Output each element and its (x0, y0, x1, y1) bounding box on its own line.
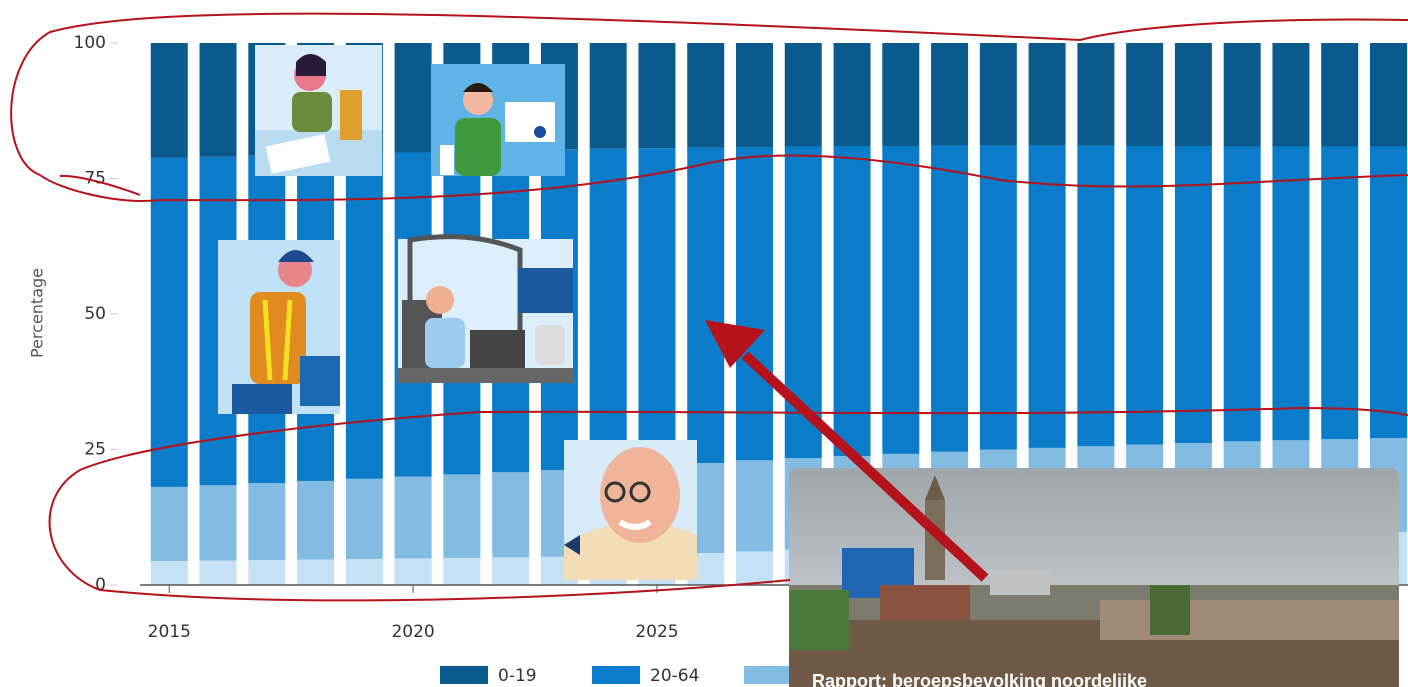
bar-segment (199, 485, 237, 561)
y-tick-label: 75 (84, 169, 106, 189)
overlays: Rapport: beroepsbevolking noordelijke (10, 12, 1408, 687)
bar-segment (394, 476, 432, 559)
bar-segment (833, 43, 871, 146)
bar-segment (248, 483, 286, 561)
bar-segment (931, 43, 969, 146)
legend-swatch (744, 666, 792, 684)
legend-swatch (592, 666, 640, 684)
legend-label: 20-64 (650, 666, 699, 686)
news-card[interactable]: Rapport: beroepsbevolking noordelijke (789, 468, 1400, 687)
bar-segment (345, 153, 383, 479)
y-tick-label: 50 (84, 304, 106, 324)
bar-segment (735, 43, 773, 148)
bar-segment (345, 558, 383, 585)
bar-segment (150, 486, 188, 562)
illustration (255, 45, 382, 176)
bar-segment (1223, 146, 1261, 442)
bar-segment (979, 145, 1017, 450)
bar-segment (882, 145, 920, 454)
card-title: Rapport: beroepsbevolking noordelijke (812, 671, 1147, 687)
bar-segment (1223, 43, 1261, 147)
bar-segment (1272, 146, 1310, 441)
bar-segment (687, 43, 725, 148)
bar-segment (345, 478, 383, 559)
bar-segment (1321, 43, 1359, 147)
bar-segment (150, 43, 188, 158)
x-tick-label: 2025 (635, 622, 678, 642)
bar-segment (735, 460, 773, 552)
bar-segment (443, 474, 481, 558)
illustration (431, 64, 565, 176)
bar-segment (1174, 145, 1212, 443)
bar-segment (1174, 43, 1212, 146)
bar-segment (1028, 145, 1066, 448)
y-tick-label: 100 (74, 33, 106, 53)
illustration (218, 240, 340, 414)
y-axis-label: Percentage (28, 268, 47, 358)
bar-segment (443, 557, 481, 585)
bar-segment (784, 43, 822, 147)
bar-segment (735, 147, 773, 461)
bar-segment (1126, 145, 1164, 445)
bar-segment (1077, 43, 1115, 146)
bar-segment (248, 560, 286, 585)
bar-segment (1272, 43, 1310, 147)
annotation (10, 12, 1408, 602)
bar-segment (638, 43, 676, 149)
bar-segment (979, 43, 1017, 146)
bar-segment (1028, 43, 1066, 146)
bar-segment (589, 148, 627, 468)
bar-segment (297, 559, 335, 585)
bar-segment (931, 145, 969, 452)
legend-label: 0-19 (498, 666, 537, 686)
bar-segment (150, 157, 188, 487)
bar-segment (394, 558, 432, 585)
illustration (398, 234, 573, 383)
legend-swatch (440, 666, 488, 684)
bar-segment (1369, 43, 1407, 147)
bar-segment (1077, 145, 1115, 447)
bar-segment (687, 147, 725, 464)
bar-segment (394, 43, 432, 153)
bar-segment (297, 480, 335, 560)
bar-segment (882, 43, 920, 146)
bar-segment (1321, 146, 1359, 440)
annotation-arrow (705, 320, 989, 582)
bar-segment (638, 148, 676, 466)
bar-segment (1369, 146, 1407, 439)
x-tick-label: 2015 (148, 622, 191, 642)
bar-segment (150, 561, 188, 585)
bar-segment (735, 551, 773, 585)
y-tick-label: 0 (95, 575, 106, 595)
illustration (564, 440, 697, 580)
bar-segment (589, 43, 627, 149)
x-tick-label: 2020 (391, 622, 434, 642)
bar-segment (492, 557, 530, 585)
bar-segment (1126, 43, 1164, 146)
bar-segment (199, 560, 237, 585)
y-tick-label: 25 (84, 440, 106, 460)
bar-segment (833, 145, 871, 457)
bar-segment (492, 472, 530, 558)
bar-segment (199, 43, 237, 157)
